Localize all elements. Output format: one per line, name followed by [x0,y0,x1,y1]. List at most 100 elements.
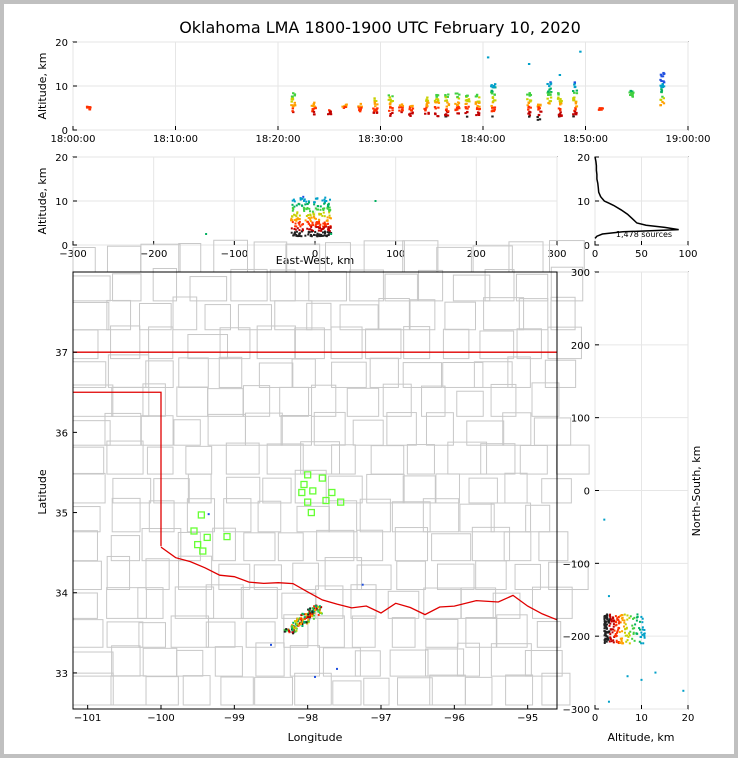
source-point [294,626,297,629]
source-point [316,232,319,235]
source-point [613,635,616,638]
source-point [292,621,295,624]
source-point [317,609,320,612]
source-point [575,105,578,108]
source-point [294,630,297,633]
source-point [606,637,609,640]
source-point [491,96,495,99]
eastwest-altitude-ylabel: Altitude, km [36,167,49,234]
source-point [467,98,471,101]
source-point [308,207,311,210]
source-point [388,96,392,99]
altitude-tick-label: 0 [62,126,68,137]
source-point [434,101,438,104]
source-point [573,86,577,89]
source-point [477,108,481,111]
county-outline [425,412,454,446]
source-point [296,211,299,214]
source-point [607,621,610,624]
source-point [617,618,620,621]
source-point [615,639,618,642]
ew-tick-label: 100 [386,249,405,260]
county-outline [170,615,210,648]
source-point [426,101,429,104]
source-point [640,631,643,634]
source-point [318,609,321,612]
ns-tick-label: 0 [584,487,590,498]
altitude-northsouth-panel: 0 10 20 −300 −200 −100 0 100 200 300 Altitude, km… [563,268,703,744]
source-point [374,108,377,111]
source-point [310,216,313,219]
source-point [358,105,361,108]
source-point [291,209,294,212]
county-outline [418,269,444,302]
source-point [301,618,304,621]
source-point [298,234,301,237]
source-point [307,216,310,219]
source-point [306,227,309,230]
county-outline [237,304,272,331]
county-outline [538,531,569,562]
source-point [316,197,319,200]
county-outline [256,325,296,360]
county-outline [223,498,252,533]
county-outline [460,587,497,619]
county-outline [174,586,215,619]
county-outline [225,442,260,475]
source-point [387,94,391,97]
source-point [540,110,543,113]
longitude-tick-label: −95 [517,713,538,724]
lma-figure: Oklahoma LMA 1800-1900 UTC February 10, … [36,18,710,744]
source-point [292,206,295,209]
source-point [458,93,461,96]
source-point [313,113,316,116]
source-point [464,112,467,115]
source-point [623,631,626,634]
county-outline [138,622,166,648]
lma-station-marker [309,487,317,495]
source-point [605,620,608,623]
source-point [609,636,612,639]
source-point [390,100,393,103]
source-point [425,106,428,109]
source-point [301,228,304,231]
source-point [643,636,646,639]
source-point [640,678,643,681]
county-outline [397,677,433,706]
source-point [603,640,606,643]
source-point [526,98,529,101]
county-outline [146,446,174,475]
source-point [618,621,621,624]
county-outline [505,674,534,706]
source-point [612,628,615,631]
source-point [547,91,550,94]
source-point [313,606,316,609]
source-point [292,234,295,237]
source-point [633,627,636,630]
county-outline [253,564,282,591]
source-point [301,197,304,200]
source-point [292,208,295,211]
source-point [619,614,622,617]
source-point [475,101,478,104]
time-tick-label: 18:10:00 [153,134,198,145]
source-point [293,93,297,96]
source-point [318,213,321,216]
source-point [205,233,208,235]
source-point [572,90,575,93]
source-point [358,110,362,113]
source-point [433,99,437,102]
lma-station-marker [322,496,330,505]
count-tick-label: 0 [592,249,598,260]
source-point [389,114,392,117]
source-point [299,623,302,626]
source-point [295,219,298,222]
source-point [298,220,301,223]
source-point [300,619,303,622]
source-point [613,634,616,637]
source-point [329,113,333,116]
source-point [638,628,641,631]
source-point [612,639,615,642]
source-point [320,606,323,609]
county-outline [244,412,283,446]
